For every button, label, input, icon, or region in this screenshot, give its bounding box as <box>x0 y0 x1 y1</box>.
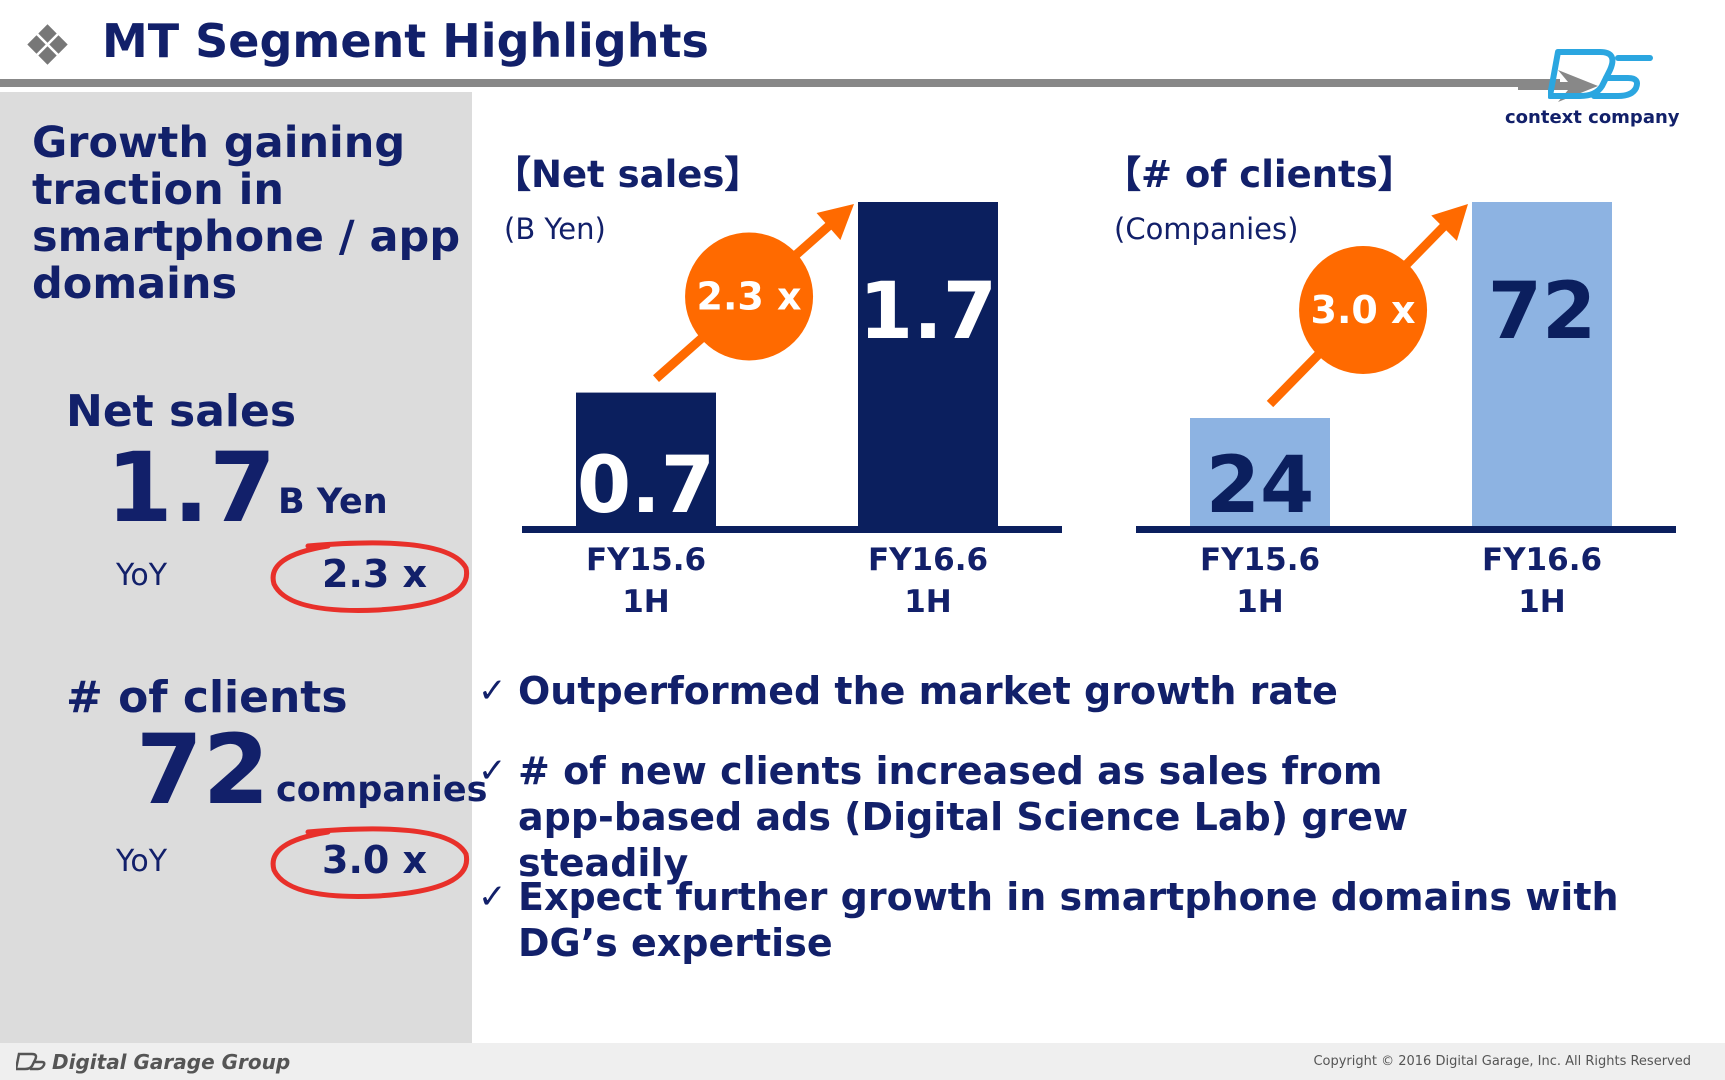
clients-label: # of clients <box>66 672 348 723</box>
chart-baseline <box>522 526 1062 533</box>
data-label: 1.7 <box>859 267 997 357</box>
bar <box>1472 202 1612 526</box>
dg-logo-icon <box>1548 49 1653 99</box>
clients-chart-title: 【# of clients】 <box>1104 153 1415 196</box>
dg-logo-icon <box>16 1052 46 1071</box>
logo-tagline: context company <box>1505 107 1680 128</box>
sidebar-headline: Growth gaining traction in smartphone / … <box>32 118 461 309</box>
net-sales-chart-title: 【Net sales】 <box>494 153 762 196</box>
highlight-item: ✓ Outperformed the market growth rate <box>478 668 1630 714</box>
chart-baseline <box>1136 526 1676 533</box>
data-label: 0.7 <box>577 441 715 531</box>
highlight-item: ✓ # of new clients increased as sales fr… <box>478 748 1510 886</box>
tick-label: FY16.6 <box>1482 542 1602 578</box>
growth-badge <box>1299 246 1428 374</box>
bar <box>576 392 716 526</box>
tick-label: 1H <box>622 584 670 620</box>
checkmark-icon: ✓ <box>478 877 507 917</box>
clients-unit: companies <box>276 770 488 810</box>
tick-label: FY15.6 <box>1200 542 1320 578</box>
highlight-item: ✓ Expect further growth in smartphone do… <box>478 874 1690 966</box>
tick-label: 1H <box>1236 584 1284 620</box>
data-label: 24 <box>1206 441 1315 531</box>
growth-arrow-head <box>1431 204 1468 241</box>
net-sales-value: 1.7 <box>106 432 277 544</box>
growth-arrow-head <box>816 204 854 240</box>
clients-yoy-value: 3.0 x <box>322 838 428 882</box>
page-title: MT Segment Highlights <box>102 14 709 68</box>
clients-yoy-label: YoY <box>116 844 168 879</box>
footer-copyright: Copyright © 2016 Digital Garage, Inc. Al… <box>1313 1054 1691 1069</box>
net-sales-unit: B Yen <box>278 482 388 522</box>
tick-label: 1H <box>1518 584 1566 620</box>
highlight-text: Outperformed the market growth rate <box>518 669 1338 713</box>
tick-label: FY16.6 <box>868 542 988 578</box>
net-sales-yoy-value: 2.3 x <box>322 552 428 596</box>
diamond-bullet-icon <box>27 24 68 65</box>
net-sales-chart-unit: (B Yen) <box>504 212 606 246</box>
growth-label: 2.3 x <box>697 275 802 319</box>
highlight-text: Expect further growth in smartphone doma… <box>518 875 1619 965</box>
growth-badge <box>685 232 814 361</box>
footer-bar <box>0 1043 1725 1080</box>
checkmark-icon: ✓ <box>478 751 507 791</box>
tick-label: FY15.6 <box>586 542 706 578</box>
net-sales-bar-chart: 0.7 FY15.6 1H 1.7 FY16.6 1H 2.3 x <box>522 202 1062 620</box>
highlight-text: # of new clients increased as sales from… <box>518 749 1409 885</box>
clients-bar-chart: 24 FY15.6 1H 72 FY16.6 1H 3.0 x <box>1136 202 1676 620</box>
net-sales-label: Net sales <box>66 386 297 437</box>
clients-value: 72 <box>136 714 270 826</box>
net-sales-yoy-label: YoY <box>116 558 168 593</box>
footer-group-name: Digital Garage Group <box>52 1050 291 1074</box>
clients-chart-unit: (Companies) <box>1114 212 1299 246</box>
bar <box>858 202 998 526</box>
tick-label: 1H <box>904 584 952 620</box>
checkmark-icon: ✓ <box>478 671 507 711</box>
bar <box>1190 418 1330 526</box>
data-label: 72 <box>1488 267 1597 357</box>
growth-label: 3.0 x <box>1311 288 1416 332</box>
header-divider <box>0 79 1560 87</box>
